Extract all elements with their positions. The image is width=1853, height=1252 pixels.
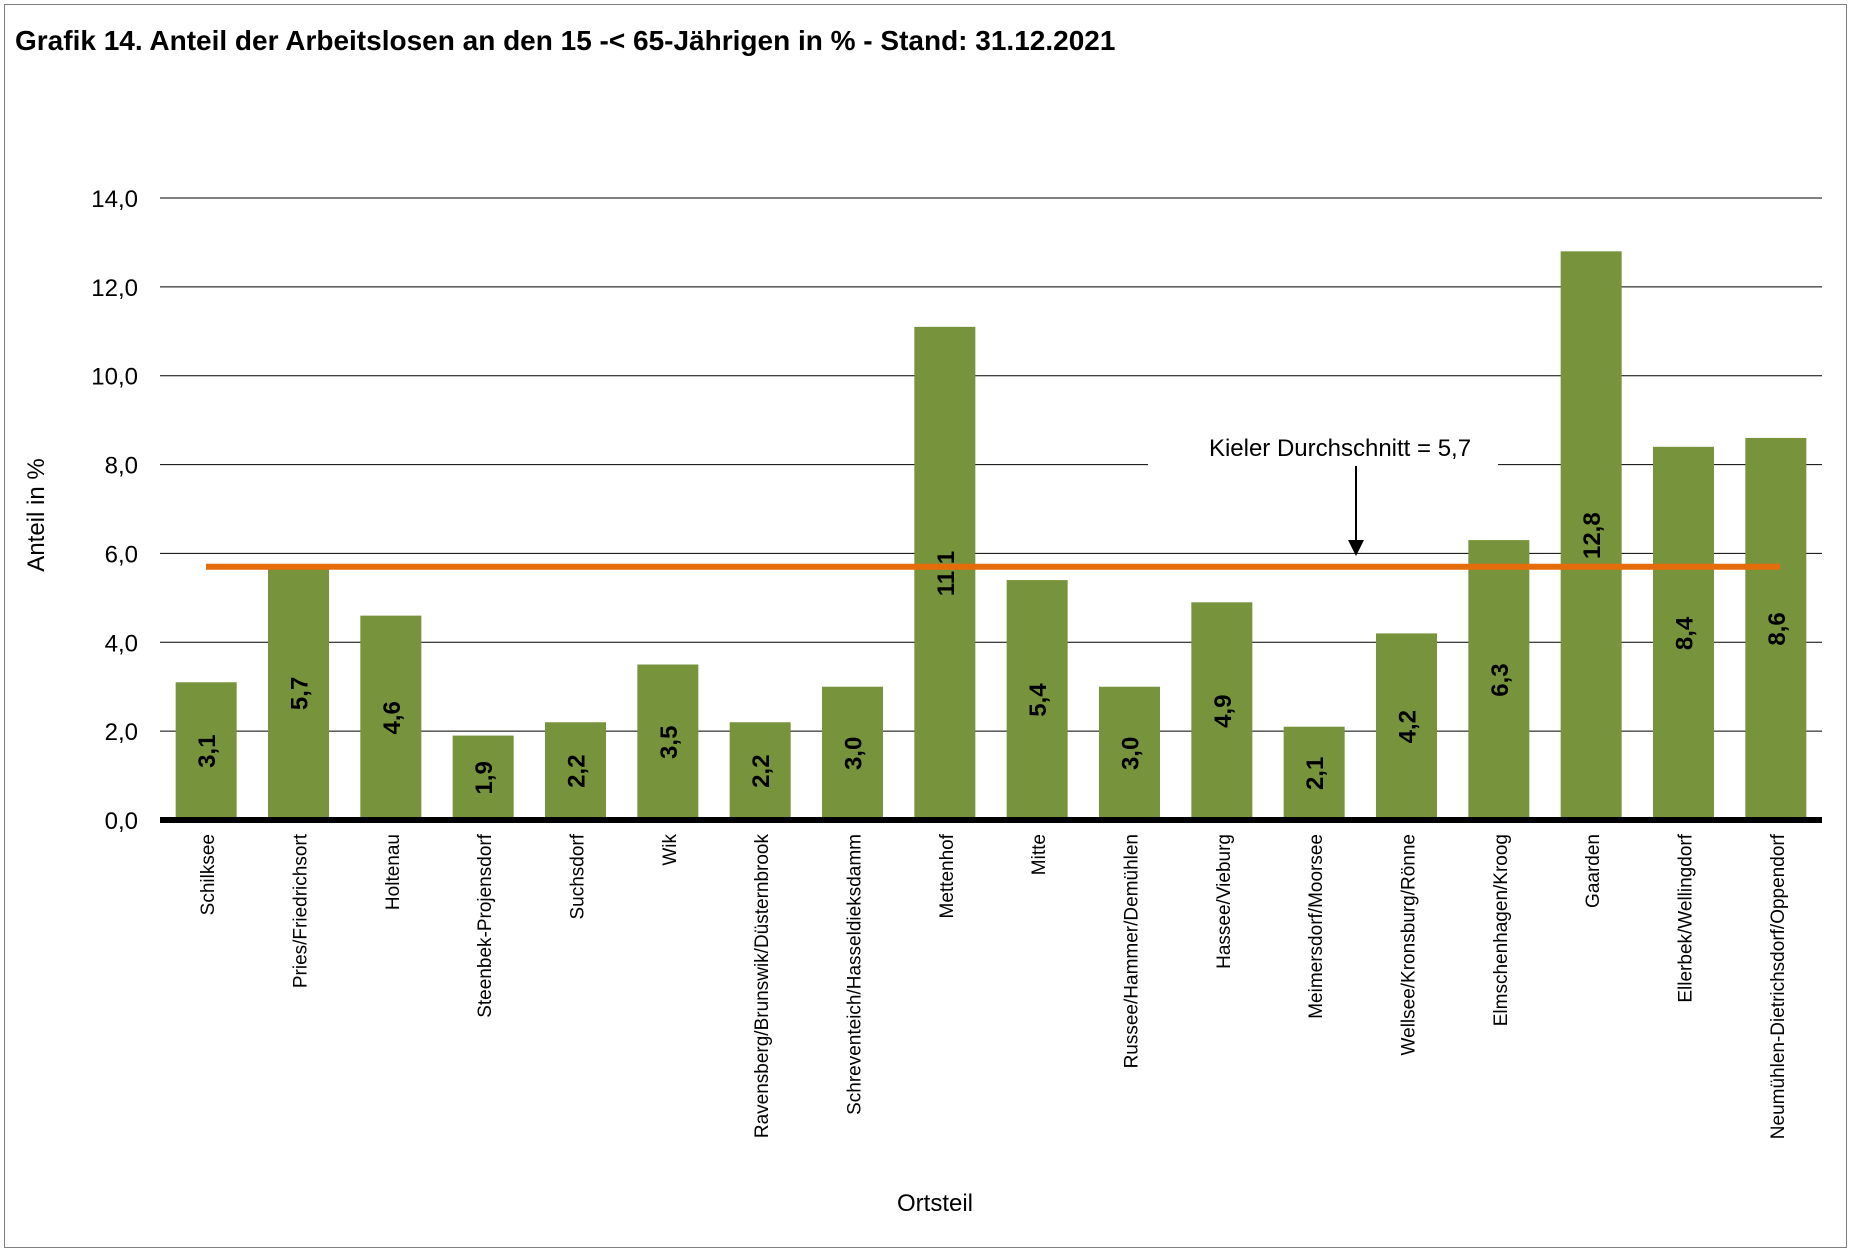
- x-tick-label: Hassee/Vieburg: [1214, 834, 1235, 969]
- x-axis-ticks: Schilksee Pries/Friedrichsort Holtenau Stee…: [198, 833, 1789, 1139]
- bar: [545, 722, 606, 820]
- x-axis-label: Ortsteil: [897, 1190, 973, 1217]
- bar: [822, 686, 883, 820]
- bar: [1745, 437, 1807, 820]
- gridlines: [160, 197, 1822, 732]
- y-tick-label: 12,0: [91, 275, 138, 302]
- bar: [360, 615, 422, 820]
- value-label: 8,4: [1672, 616, 1699, 650]
- value-label: 4,6: [379, 701, 406, 734]
- x-tick-label: Wellsee/Kronsburg/Rönne: [1399, 834, 1420, 1055]
- x-tick-label: Schilksee: [198, 834, 219, 915]
- value-label: 4,2: [1395, 710, 1422, 743]
- x-tick-label: Suchsdorf: [568, 833, 589, 919]
- bar: [914, 326, 976, 820]
- bar: [729, 722, 791, 820]
- bar: [1653, 446, 1714, 820]
- x-tick-label: Mitte: [1029, 834, 1050, 875]
- annotation-background: [1148, 426, 1498, 470]
- x-tick-label: Russee/Hammer/Demühlen: [1122, 834, 1143, 1068]
- value-label: 5,4: [1025, 683, 1052, 717]
- x-tick-label: Ravensberg/Brunswik/Düsternbrook: [752, 834, 773, 1139]
- value-label: 4,9: [1210, 694, 1237, 727]
- value-label: 6,3: [1487, 663, 1514, 696]
- x-tick-label: Schreventeich/Hasseldieksdamm: [845, 834, 866, 1115]
- y-tick-label: 14,0: [91, 186, 138, 213]
- bar: [1560, 251, 1622, 821]
- bar: [1006, 580, 1068, 820]
- value-label: 3,5: [656, 726, 683, 759]
- value-labels: 3,1 5,7 4,6 1,9 2,2 3,5 2,2 3,0 11,1 5,4 3,0 4,9 2,1…: [194, 512, 1791, 794]
- bar: [637, 664, 699, 820]
- value-label: 1,9: [471, 761, 498, 794]
- annotation-arrowhead: [1348, 540, 1364, 556]
- value-label: 3,0: [841, 737, 868, 770]
- value-label: 2,2: [748, 754, 775, 787]
- bar: [268, 566, 329, 820]
- x-tick-label: Gaarden: [1583, 834, 1604, 908]
- x-tick-label: Holtenau: [383, 834, 404, 910]
- value-label: 11,1: [933, 551, 960, 596]
- value-label: 2,2: [564, 754, 591, 787]
- y-tick-label: 0,0: [105, 808, 138, 835]
- y-axis-label: Anteil in %: [23, 458, 50, 571]
- chart-title: Grafik 14. Anteil der Arbeitslosen an de…: [15, 25, 1116, 56]
- x-tick-label: Mettenhof: [937, 833, 958, 918]
- y-axis-ticks: 0,0 2,0 4,0 6,0 8,0 10,0 12,0 14,0: [91, 186, 138, 835]
- average-annotation: Kieler Durchschnitt = 5,7: [1209, 435, 1471, 462]
- value-label: 12,8: [1579, 512, 1606, 559]
- y-tick-label: 4,0: [105, 630, 138, 657]
- x-tick-label: Elmschenhagen/Kroog: [1491, 834, 1512, 1026]
- bar: [1376, 633, 1437, 820]
- y-tick-label: 10,0: [91, 364, 138, 391]
- x-tick-label: Wik: [660, 834, 681, 866]
- y-tick-label: 2,0: [105, 719, 138, 746]
- bars: [175, 251, 1807, 821]
- bar: [1283, 726, 1345, 820]
- value-label: 2,1: [1302, 757, 1329, 790]
- bar: [1468, 540, 1530, 820]
- bar: [452, 735, 514, 820]
- x-tick-label: Ellerbek/Wellingdorf: [1676, 833, 1697, 1002]
- y-tick-label: 6,0: [105, 541, 138, 568]
- bar: [1099, 686, 1160, 820]
- value-label: 5,7: [287, 677, 314, 710]
- x-tick-label: Neumühlen-Dietrichsdorf/Oppendorf: [1768, 833, 1789, 1139]
- bar: [1191, 602, 1253, 820]
- x-tick-label: Pries/Friedrichsort: [291, 833, 312, 988]
- value-label: 8,6: [1764, 612, 1791, 645]
- x-tick-label: Meimersdorf/Moorsee: [1306, 834, 1327, 1019]
- value-label: 3,1: [194, 734, 221, 767]
- x-tick-label: Steenbek-Projensdorf: [475, 833, 496, 1017]
- bar: [175, 682, 237, 820]
- y-tick-label: 8,0: [105, 453, 138, 480]
- value-label: 3,0: [1118, 737, 1145, 770]
